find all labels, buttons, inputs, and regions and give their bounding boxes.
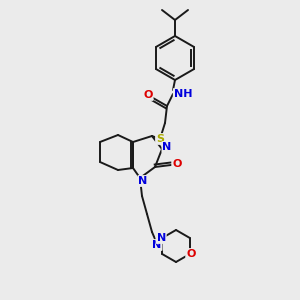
- Text: O: O: [143, 90, 153, 100]
- Text: O: O: [172, 159, 182, 169]
- Text: N: N: [157, 233, 166, 243]
- Text: S: S: [156, 134, 164, 144]
- Text: N: N: [138, 176, 148, 186]
- Text: O: O: [186, 249, 196, 259]
- Text: N: N: [162, 142, 172, 152]
- Text: N: N: [152, 240, 162, 250]
- Text: NH: NH: [174, 89, 192, 99]
